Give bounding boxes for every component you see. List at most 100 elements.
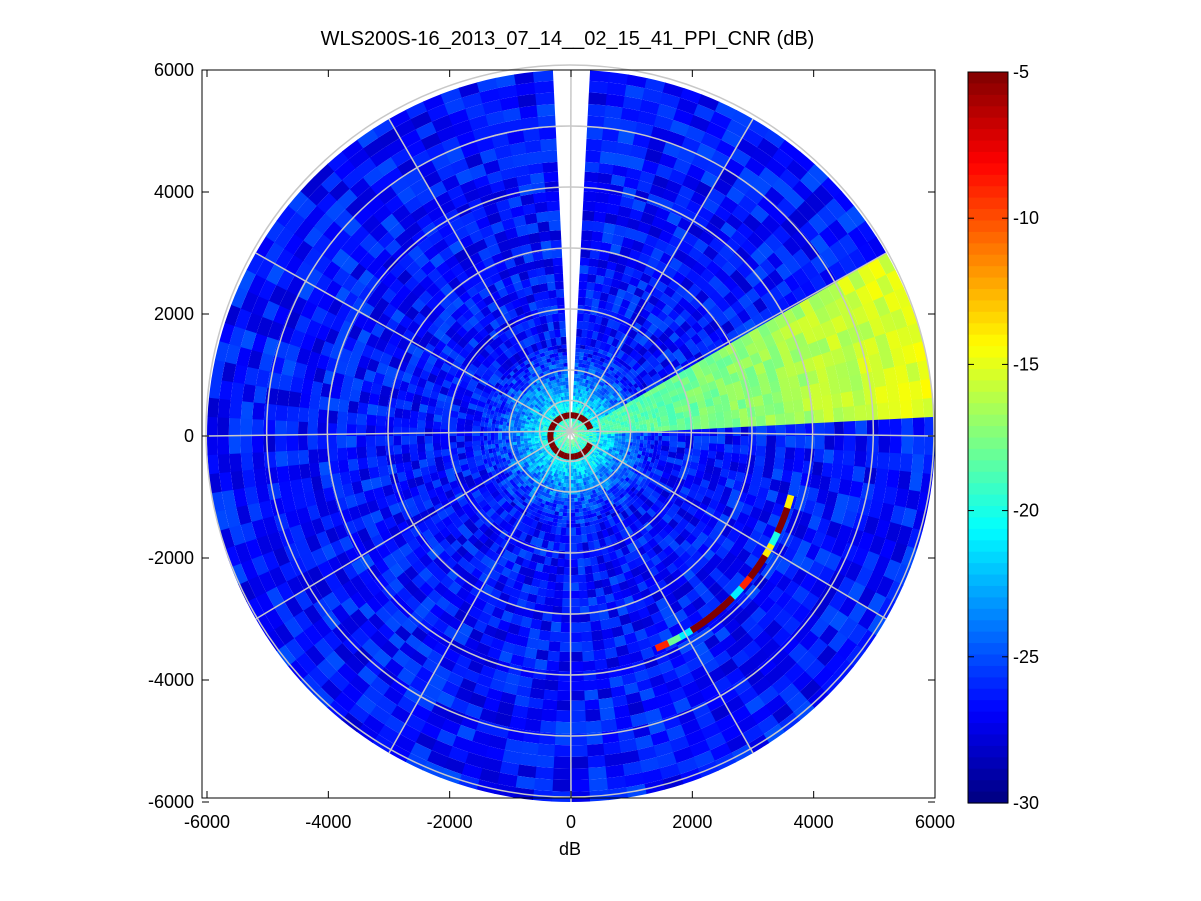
- cnr-cell: [843, 436, 856, 452]
- cnr-cell: [512, 432, 517, 436]
- cnr-cell: [652, 174, 670, 190]
- cnr-cell: [229, 399, 243, 419]
- cnr-cell: [614, 365, 621, 371]
- cnr-cell: [584, 398, 588, 403]
- cnr-cell: [601, 128, 620, 143]
- cnr-cell: [768, 286, 785, 303]
- cnr-cell: [637, 356, 647, 366]
- cnr-cell: [689, 402, 699, 411]
- cnr-cell: [734, 323, 749, 339]
- cnr-cell: [298, 406, 310, 423]
- cnr-cell: [228, 417, 241, 436]
- cnr-cell: [636, 454, 642, 459]
- cnr-cell: [275, 404, 289, 422]
- cnr-cell: [618, 359, 625, 366]
- cnr-cell: [578, 289, 587, 298]
- cnr-cell: [719, 468, 730, 479]
- cnr-cell: [704, 372, 715, 384]
- cnr-cell: [557, 671, 571, 682]
- cnr-cell: [472, 430, 481, 436]
- cnr-cell: [336, 435, 347, 449]
- cnr-cell: [581, 436, 586, 438]
- cnr-cell: [634, 449, 639, 455]
- cnr-cell: [899, 453, 913, 473]
- cnr-cell: [575, 388, 579, 393]
- cnr-cell: [674, 406, 684, 414]
- cnr-cell: [840, 391, 855, 409]
- cnr-cell: [708, 362, 720, 374]
- cnr-cell: [760, 275, 777, 293]
- cnr-cell: [574, 395, 578, 400]
- cnr-cell: [616, 445, 621, 450]
- cnr-cell: [606, 439, 611, 443]
- cnr-cell: [640, 290, 653, 303]
- cnr-cell: [725, 186, 746, 205]
- cnr-cell: [570, 779, 590, 792]
- cnr-cell: [637, 221, 652, 235]
- cnr-cell: [874, 468, 889, 488]
- cnr-cell: [578, 281, 588, 290]
- cnr-cell: [570, 483, 574, 488]
- cnr-cell: [644, 451, 650, 458]
- cnr-cell: [657, 421, 662, 428]
- cnr-cell: [338, 459, 350, 473]
- cnr-cell: [732, 176, 753, 196]
- cnr-cell: [584, 390, 589, 396]
- cnr-cell: [598, 348, 604, 355]
- cnr-cell: [366, 445, 377, 458]
- cnr-cell: [804, 436, 815, 450]
- cnr-cell: [607, 437, 611, 441]
- cnr-cell: [658, 152, 678, 170]
- cnr-cell: [631, 199, 647, 213]
- cnr-cell: [563, 501, 568, 506]
- cnr-cell: [520, 435, 524, 439]
- cnr-cell: [692, 442, 702, 451]
- cnr-cell: [633, 414, 638, 420]
- cnr-cell: [654, 458, 659, 465]
- cnr-cell: [631, 445, 636, 450]
- cnr-cell: [541, 699, 558, 711]
- cnr-cell: [520, 433, 524, 436]
- cnr-field: [206, 70, 936, 803]
- cnr-cell: [879, 502, 895, 523]
- cnr-cell: [654, 238, 669, 253]
- cnr-cell: [627, 156, 646, 172]
- cnr-cell: [773, 402, 785, 415]
- cnr-cell: [207, 415, 218, 436]
- cnr-cell: [912, 436, 925, 456]
- cnr-cell: [805, 311, 821, 329]
- cnr-cell: [409, 427, 418, 436]
- cnr-cell: [409, 443, 418, 454]
- cnr-cell: [807, 164, 830, 186]
- cnr-cell: [894, 287, 912, 310]
- cnr-cell: [860, 371, 875, 391]
- cnr-cell: [779, 168, 801, 190]
- cnr-cell: [740, 356, 754, 370]
- cnr-cell: [874, 333, 891, 354]
- cnr-cell: [618, 438, 622, 442]
- cnr-cell: [580, 621, 592, 633]
- cnr-cell: [791, 229, 811, 250]
- cnr-cell: [579, 352, 585, 357]
- cnr-cell: [793, 151, 816, 173]
- cnr-cell: [558, 542, 566, 552]
- cnr-cell: [626, 217, 641, 231]
- cnr-cell: [624, 355, 634, 366]
- cnr-cell: [824, 436, 835, 451]
- cnr-cell: [579, 257, 591, 267]
- cnr-cell: [609, 389, 615, 395]
- cnr-cell: [589, 434, 593, 437]
- cnr-cell: [714, 268, 731, 284]
- cnr-cell: [337, 447, 348, 461]
- cnr-cell: [592, 366, 598, 372]
- cnr-cell: [417, 450, 427, 461]
- cnr-cell: [730, 230, 748, 247]
- cnr-cell: [742, 318, 758, 334]
- cnr-cell: [563, 497, 568, 502]
- cnr-cell: [588, 258, 600, 268]
- cnr-cell: [607, 410, 613, 415]
- cnr-cell: [638, 420, 643, 426]
- cnr-cell: [592, 434, 597, 437]
- cnr-cell: [615, 141, 634, 157]
